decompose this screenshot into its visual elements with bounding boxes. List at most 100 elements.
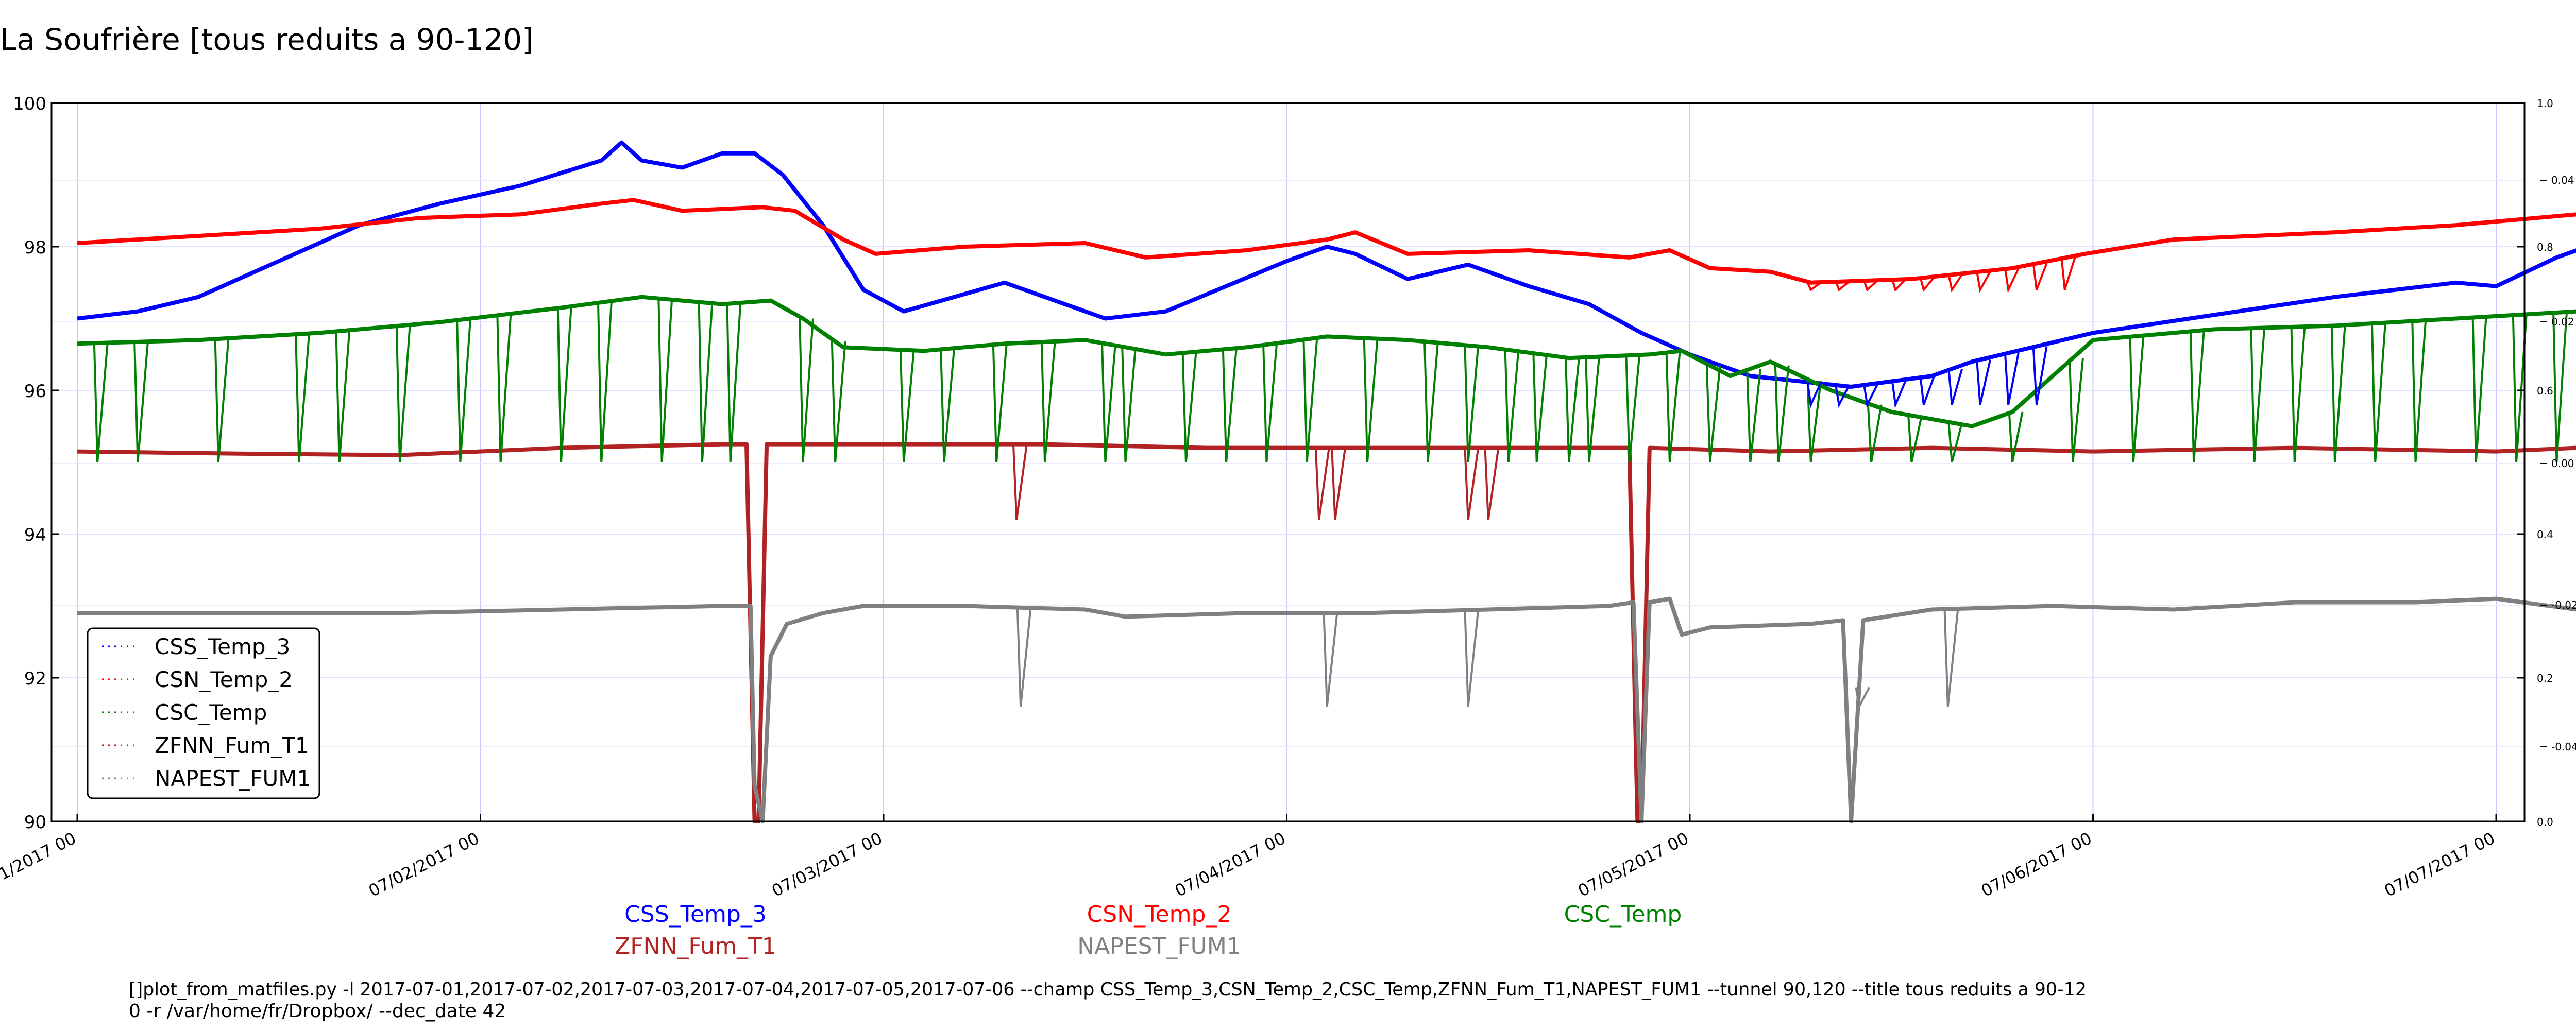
dip-csc-temp [657,299,673,462]
dip-csn-temp-2 [1947,274,1963,293]
right-tick-label: 0.2 [2537,672,2553,684]
legend-label-napest-fum1: NAPEST_FUM1 [155,766,311,791]
dip-zfnn-fum-t1 [1464,448,1480,520]
dip-csn-temp-2 [1976,271,1991,293]
dip-csc-temp [1423,341,1439,462]
label-below-csc-temp: CSC_Temp [1564,901,1682,928]
dip-csc-temp [1121,347,1137,462]
dip-napest-fum1 [1855,686,1870,710]
x-tick-label: 07/04/2017 00 [1172,828,1289,901]
dip-napest-fum1 [1943,609,1959,707]
right-tick-label: 0.0 [2537,816,2553,828]
dip-csc-temp [831,341,846,462]
dip-csn-temp-2 [2060,258,2076,290]
dip-csc-temp [1705,365,1721,462]
y-tick-label: 96 [24,381,46,402]
dip-css-temp-3 [1863,384,1878,408]
dip-csc-temp [2512,315,2528,462]
dip-csc-temp [992,344,1008,462]
legend-label-csn-temp-2: CSN_Temp_2 [155,667,293,692]
x-tick-label: 07/06/2017 00 [1978,828,2095,901]
dip-zfnn-fum-t1 [1314,448,1330,520]
command-line-1: []plot_from_matfiles.py -l 2017-07-01,20… [129,979,2087,1000]
dip-zfnn-fum-t1 [1331,448,1346,520]
dip-csc-temp [456,319,471,462]
series-line-css-temp-3 [77,140,2576,389]
dip-css-temp-3 [1835,385,1850,408]
dip-csn-temp-2 [2004,268,2020,294]
right-tick-label: 0.4 [2537,528,2553,541]
plot-area-frame [50,102,2526,822]
y-axis-left: 90 92 94 96 98 100 [13,94,59,833]
dip-csc-temp [940,349,955,462]
dip-css-temp-3 [2032,346,2048,405]
dip-csc-temp [1504,350,1520,462]
dip-csc-temp [556,307,572,462]
dip-csc-temp [2411,321,2427,462]
dip-csc-temp [1746,368,1761,462]
legend-label-csc-temp: CSC_Temp [155,700,267,725]
y-tick-label: 94 [24,525,46,545]
dip-csc-temp [2189,331,2205,462]
legend: CSS_Temp_3 CSN_Temp_2 CSC_Temp ZFNN_Fum_T1 N… [87,627,320,799]
dip-csc-temp [698,302,714,462]
x-tick-label: 07/02/2017 00 [365,828,482,901]
dip-csc-temp [214,338,230,462]
dip-css-temp-3 [1947,368,1963,405]
x-tick-label: 07/07/2017 00 [2381,828,2498,901]
extra-tick-label: 0.02 [2551,316,2574,328]
right-tick-label: 0.8 [2537,241,2553,253]
label-below-napest-fum1: NAPEST_FUM1 [1077,933,1241,959]
series-labels-below: CSS_Temp_3 CSN_Temp_2 CSC_Temp ZFNN_Fum_… [615,901,1682,959]
dip-csc-temp [2471,317,2487,462]
right-tick-label: 1.0 [2537,97,2553,110]
dip-csc-temp [133,341,149,462]
dip-csc-temp [597,302,613,462]
dip-csn-temp-2 [2032,263,2048,290]
dip-csc-temp [2370,323,2386,462]
dip-napest-fum1 [1323,613,1338,707]
dip-csn-temp-2 [1835,281,1850,291]
x-axis: 07/01/2017 00 07/02/2017 00 07/03/2017 00 0… [0,814,2498,901]
command-line-2: 0 -r /var/home/fr/Dropbox/ --dec_date 42 [129,1001,506,1022]
y-tick-label: 90 [24,812,46,833]
dip-css-temp-3 [1976,359,1991,405]
x-tick-label: 07/05/2017 00 [1575,828,1692,901]
legend-box [87,627,320,799]
y-axis-extra: 0.04 0.02 0.00 -0.02 -0.04 [2540,174,2576,753]
dip-napest-fum1 [1016,607,1032,707]
dip-csc-temp [395,325,411,462]
series-line-csc-temp [77,295,2576,428]
y-tick-label: 92 [24,668,46,689]
plot-series [77,140,2576,823]
dip-csc-temp [1363,338,1379,462]
label-below-zfnn-fum-t1: ZFNN_Fum_T1 [615,933,776,959]
dip-zfnn-fum-t1 [1484,448,1500,520]
dip-csc-temp [899,350,915,462]
grid [52,102,2524,822]
dip-csn-temp-2 [1806,282,1822,291]
dip-csc-temp [1585,357,1600,462]
dip-csc-temp [1302,339,1318,462]
chart-title: La Soufrière [tous reduits a 90-120] [0,22,534,57]
dip-csc-temp [2069,358,2084,462]
extra-tick-label: 0.00 [2551,457,2574,470]
label-below-css-temp-3: CSS_Temp_3 [624,901,767,928]
label-below-csn-temp-2: CSN_Temp_2 [1087,901,1232,928]
dip-csn-temp-2 [1891,279,1907,292]
y-tick-label: 100 [13,94,46,114]
dip-napest-fum1 [1464,610,1480,707]
dip-csc-temp [726,303,742,462]
dip-csc-temp [1532,353,1548,462]
dip-csc-temp [2330,325,2346,462]
right-tick-label: 0.6 [2537,385,2553,397]
series-line-napest-fum1 [77,596,2576,823]
dip-csc-temp [2129,336,2145,462]
dip-csn-temp-2 [1919,277,1935,292]
y-axis-right: 0.0 0.2 0.4 0.6 0.8 1.0 [2517,97,2553,828]
dip-csc-temp [2290,327,2306,462]
dip-css-temp-3 [1891,380,1907,409]
dip-csc-temp [1101,344,1116,462]
dip-csc-temp [496,315,512,462]
